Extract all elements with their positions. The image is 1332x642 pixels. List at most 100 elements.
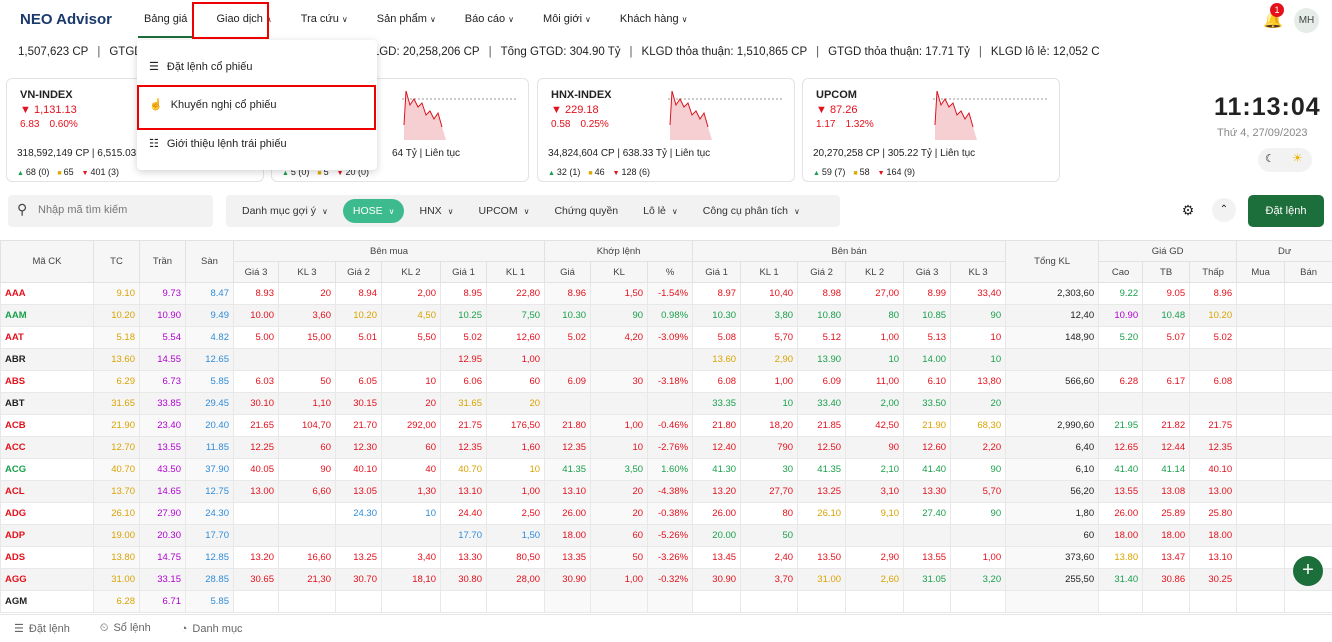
cell: 30 <box>740 458 799 481</box>
footer-tab[interactable]: ⏲ Sổ lệnh <box>100 622 151 635</box>
cell: -2.76% <box>647 436 694 459</box>
add-button[interactable]: + <box>1293 556 1323 586</box>
column-header: TB <box>1142 261 1191 283</box>
date: Thứ 4, 27/09/2023 <box>1217 127 1308 139</box>
filter-button[interactable]: Lô lẻ ∨ <box>633 199 688 223</box>
chevron: ∨ <box>585 15 591 24</box>
cell: 6.73 <box>139 370 186 393</box>
stock-row[interactable]: ACB 21.90 23.40 20.40 21.65 104,70 21.70 292,00… <box>0 414 1332 437</box>
order-button[interactable]: Đặt lệnh <box>1248 195 1324 227</box>
cell: 18.00 <box>1098 524 1144 547</box>
avatar[interactable]: MH <box>1294 8 1319 33</box>
cell <box>1284 348 1332 371</box>
cell: 31.00 <box>93 568 140 591</box>
index-counts: ▲ 59 (7) ■ 58 ▼ 164 (9) <box>813 167 923 177</box>
stock-row[interactable]: ACG 40.70 43.50 37.90 40.05 90 40.10 40 40.70 10 4… <box>0 458 1332 481</box>
cell <box>1284 590 1332 613</box>
settings-button[interactable]: ⚙ <box>1181 202 1195 218</box>
cell: 3,60 <box>278 304 336 327</box>
cell <box>544 590 592 613</box>
cell: -3.26% <box>647 546 694 569</box>
stock-row[interactable]: ABS 6.29 6.73 5.85 6.03 50 6.05 10 6.06 60 6.09 30-… <box>0 370 1332 393</box>
group-header: Bên mua <box>232 240 546 262</box>
index-card[interactable]: HNX-INDEX ▼ 229.18 0.58 0.25% 34,824,604 CP… <box>537 78 795 182</box>
collapse-button[interactable]: ⌃ <box>1212 198 1236 222</box>
menu-item[interactable]: ☰ Đặt lệnh cổ phiếu <box>149 60 253 74</box>
cell: 13.55 <box>1098 480 1144 503</box>
cell: 40 <box>381 458 441 481</box>
cell: 26.00 <box>1098 502 1144 525</box>
cell: 12.70 <box>93 436 140 459</box>
cell: 566,60 <box>1005 370 1100 393</box>
nav-item[interactable]: Khách hàng ∨ <box>614 0 694 38</box>
filter-button[interactable]: Công cụ phân tích ∨ <box>693 199 810 223</box>
filter-button[interactable]: HOSE ∨ <box>342 199 405 223</box>
count-same: 65 <box>63 167 74 177</box>
stock-row[interactable]: ACC 12.70 13.55 11.85 12.25 60 12.30 60 12.35 1,6… <box>0 436 1332 459</box>
search-box[interactable]: ⚲ Nhập mã tìm kiếm <box>8 195 213 227</box>
filter-button[interactable]: HNX ∨ <box>409 199 463 223</box>
nav-item[interactable]: Bảng giá <box>138 0 194 38</box>
cell: 90 <box>950 502 1007 525</box>
cell: -4.38% <box>647 480 694 503</box>
stock-row[interactable]: AAA 9.10 9.73 8.47 8.93 20 8.94 2,00 8.95 22,80 8.… <box>0 282 1332 305</box>
logo[interactable]: NEO Advisor <box>20 11 112 28</box>
column-header: Giá 1 <box>692 261 742 283</box>
cell: 13.60 <box>692 348 742 371</box>
filter-button[interactable]: Chứng quyền <box>544 199 628 223</box>
cell <box>1142 392 1191 415</box>
cell: 21.90 <box>903 414 952 437</box>
stock-row[interactable]: ABT 31.65 33.85 29.45 30.10 1,10 30.15 20 31.65 2… <box>0 392 1332 415</box>
theme-toggle[interactable]: ☾ ☀ <box>1258 148 1312 172</box>
filter-button[interactable]: UPCOM ∨ <box>469 199 540 223</box>
footer-tab[interactable]: ◔ Danh mục <box>181 623 243 635</box>
stock-row[interactable]: AGG 31.00 33.15 28.85 30.65 21,30 30.70 18,10 30… <box>0 568 1332 591</box>
cell: 6,10 <box>1005 458 1100 481</box>
cell <box>1189 348 1238 371</box>
stock-row[interactable]: ACL 13.70 14.65 12.75 13.00 6,60 13.05 1,30 13.1… <box>0 480 1332 503</box>
footer-tab[interactable]: ☰ Đặt lệnh <box>14 622 70 635</box>
cell: 37.90 <box>185 458 234 481</box>
cell: 20 <box>590 480 649 503</box>
stock-row[interactable]: AAM 10.20 10.90 9.49 10.00 3,60 10.20 4,50 10.25… <box>0 304 1332 327</box>
stock-row[interactable]: ADS 13.80 14.75 12.85 13.20 16,60 13.25 3,40 13.… <box>0 546 1332 569</box>
cell: 10 <box>740 392 799 415</box>
index-card[interactable]: UPCOM ▼ 87.26 1.17 1.32% 20,270,258 CP | 30… <box>802 78 1060 182</box>
cell: 1,00 <box>845 326 905 349</box>
nav-item[interactable]: Tra cứu ∨ <box>295 0 354 38</box>
stock-code: ABR <box>0 348 94 371</box>
filter-button[interactable]: Danh mục gợi ý ∨ <box>232 199 338 223</box>
cell: 2,20 <box>950 436 1007 459</box>
nav-item[interactable]: Sản phẩm ∨ <box>371 0 442 38</box>
nav-item[interactable]: Môi giới ∨ <box>537 0 597 38</box>
cell: 42,50 <box>845 414 905 437</box>
menu-item[interactable]: ☝ Khuyến nghị cổ phiếu <box>149 98 277 112</box>
menu-item[interactable]: ☷ Giới thiệu lệnh trái phiếu <box>149 137 287 151</box>
cell: 5.02 <box>440 326 487 349</box>
stock-row[interactable]: ABR 13.60 14.55 12.65 12.95 1,00 13.60 2,90 13.9… <box>0 348 1332 371</box>
ticker-item: GTGD thỏa thuận: 17.71 Tỷ <box>828 46 970 58</box>
cell <box>278 502 336 525</box>
cell: -5.26% <box>647 524 694 547</box>
stock-row[interactable]: AAT 5.18 5.54 4.82 5.00 15,00 5.01 5,50 5.02 12,6… <box>0 326 1332 349</box>
cell: 90 <box>845 436 905 459</box>
stock-row[interactable]: AGM 6.28 6.71 5.85 <box>0 590 1332 613</box>
change: 0.58 <box>551 119 571 130</box>
cell: 1,00 <box>590 568 649 591</box>
cell: 14.00 <box>903 348 952 371</box>
cell: 8.98 <box>797 282 847 305</box>
cell: 10.90 <box>1098 304 1144 327</box>
cell: 18,10 <box>381 568 441 591</box>
stock-row[interactable]: ADG 26.10 27.90 24.30 24.30 10 24.40 2,50 26.00 2… <box>0 502 1332 525</box>
column-header: % <box>647 261 694 283</box>
column-header: KL 1 <box>740 261 799 283</box>
cell: 50 <box>740 524 799 547</box>
cell <box>1189 590 1238 613</box>
cell: 13.80 <box>93 546 140 569</box>
nav-item[interactable]: Báo cáo ∨ <box>459 0 520 38</box>
value: 229.18 <box>564 104 599 116</box>
stock-row[interactable]: ADP 19.00 20.30 17.70 17.70 1,50 18.00 60 -5.26%… <box>0 524 1332 547</box>
menu-label: Giới thiệu lệnh trái phiếu <box>166 137 287 150</box>
cell <box>1284 370 1332 393</box>
cell: 10.85 <box>903 304 952 327</box>
